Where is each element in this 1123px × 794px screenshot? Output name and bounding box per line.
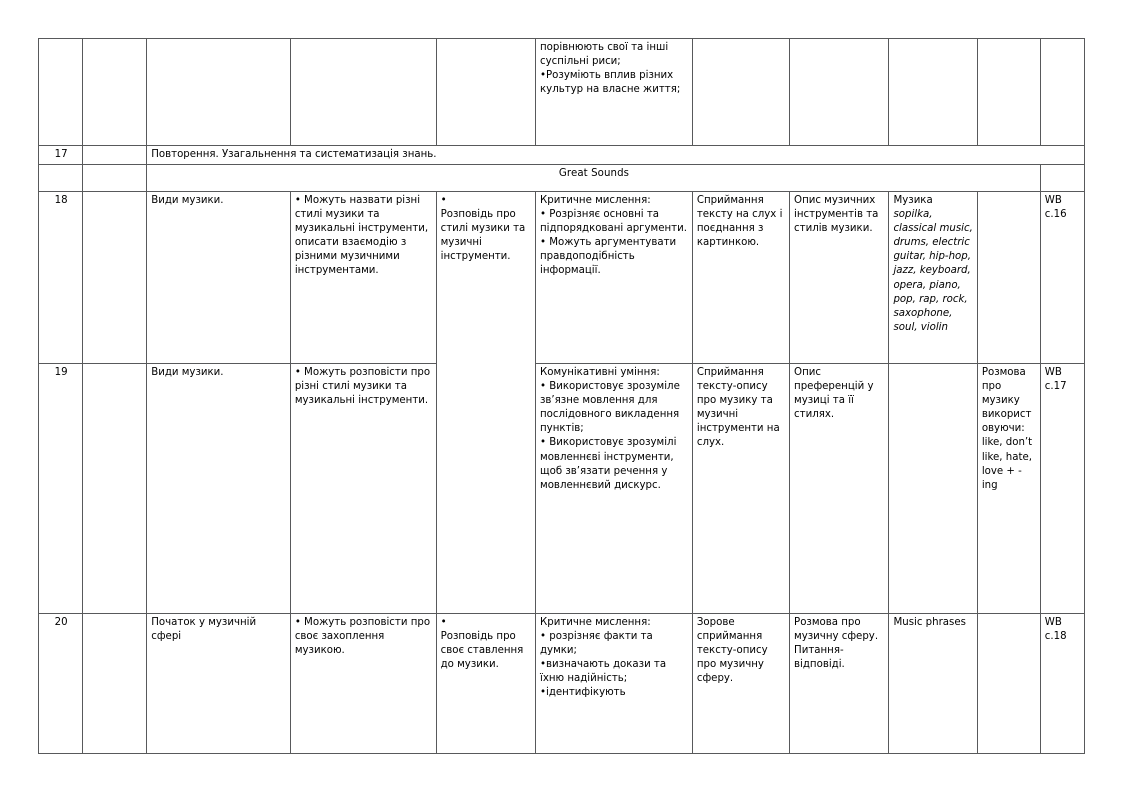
vocabulary-heading: Музика	[893, 195, 933, 207]
unit-title: Great Sounds	[146, 164, 1041, 193]
cell-vocabulary	[888, 38, 978, 146]
cell-date	[82, 613, 148, 755]
table-row-unit-title: Great Sounds	[37, 164, 1086, 193]
cell-unit-spacer-3	[1039, 164, 1086, 193]
cell-unit-spacer	[37, 164, 84, 193]
cell-date	[82, 191, 148, 365]
cell-production: • Розповідь про стилі музики та музичні …	[435, 191, 537, 615]
cell-topic: Початок у музичній сфері	[146, 613, 291, 755]
cell-skills: Критичне мислення: • Розрізняє основні т…	[535, 191, 693, 365]
cell-lesson-number	[37, 38, 84, 146]
cell-lesson-number: 17	[37, 144, 84, 166]
cell-homework: WB с.16	[1039, 191, 1086, 365]
cell-topic	[146, 38, 291, 146]
cell-production	[435, 38, 537, 146]
cell-objectives	[289, 38, 437, 146]
cell-skills: Комунікативні уміння: • Використовує зро…	[535, 363, 693, 615]
cell-listening: Зорове сприймання тексту-опису про музич…	[691, 613, 791, 755]
cell-topic: Види музики.	[146, 191, 291, 365]
cell-speaking: Опис музичних інструментів та стилів муз…	[789, 191, 890, 365]
curriculum-plan-table: порівнюють свої та інші суспільні риси; …	[37, 38, 1086, 755]
cell-lesson-number: 20	[37, 613, 84, 755]
cell-speaking: Розмова про музичну сферу. Питання-відпо…	[789, 613, 890, 755]
table-row-revision: 17 Повторення. Узагальнення та системати…	[37, 144, 1085, 166]
cell-speaking: Опис преференцій у музиці та її стилях.	[789, 363, 890, 615]
cell-date	[82, 38, 148, 146]
cell-objectives: • Можуть назвати різні стилі музики та м…	[289, 191, 437, 365]
cell-notes	[1039, 38, 1086, 146]
cell-vocabulary: Music phrases	[888, 613, 978, 755]
cell-skills: порівнюють свої та інші суспільні риси; …	[535, 38, 693, 146]
cell-vocabulary: Музика sopilka, classical music, drums, e…	[888, 191, 978, 365]
cell-unit-spacer-2	[82, 164, 148, 193]
vocabulary-words: sopilka, classical music, drums, electri…	[893, 209, 973, 333]
cell-date	[82, 363, 148, 615]
cell-listening	[691, 38, 791, 146]
cell-objectives: • Можуть розповісти про своє захоплення …	[289, 613, 437, 755]
cell-homework: WB с.17	[1039, 363, 1086, 615]
cell-grammar	[976, 613, 1041, 755]
cell-homework: WB с.18	[1039, 613, 1086, 755]
cell-lesson-number: 18	[37, 191, 84, 365]
cell-homework	[976, 38, 1041, 146]
cell-production: • Розповідь про своє ставлення до музики…	[435, 613, 537, 755]
table-row-continued: порівнюють свої та інші суспільні риси; …	[37, 38, 1086, 146]
cell-skills: Критичне мислення: • розрізняє факти та …	[535, 613, 693, 755]
cell-topic: Види музики.	[146, 363, 291, 615]
cell-vocabulary	[888, 363, 978, 615]
cell-listening: Сприймання тексту на слух і поєднання з …	[691, 191, 791, 365]
cell-grammar	[976, 191, 1041, 365]
cell-lesson-number: 19	[37, 363, 84, 615]
cell-speaking	[789, 38, 890, 146]
cell-revision-text: Повторення. Узагальнення та систематизац…	[146, 144, 1085, 166]
cell-grammar: Розмова про музику використовуючи: like,…	[976, 363, 1041, 615]
cell-listening: Сприймання тексту-опису про музику та му…	[691, 363, 791, 615]
table-row: 18 Види музики. • Можуть назвати різні с…	[37, 191, 1086, 615]
cell-objectives: • Можуть розповісти про різні стилі музи…	[289, 363, 437, 615]
cell-date	[82, 144, 148, 166]
table-row: 19 Види музики. • Можуть розповісти про …	[37, 363, 1086, 615]
table-row: 20 Початок у музичній сфері • Можуть роз…	[37, 613, 1086, 755]
